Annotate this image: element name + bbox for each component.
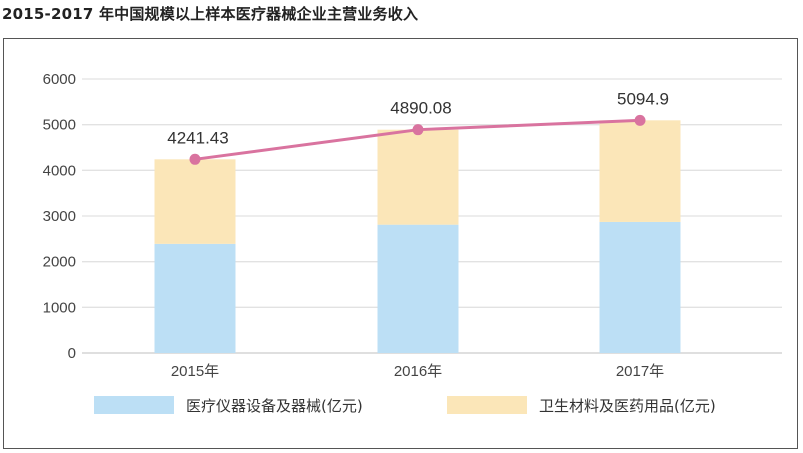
bar-instruments [154, 243, 236, 353]
data-label: 4241.43 [167, 128, 228, 147]
x-tick-label: 2016年 [394, 363, 442, 380]
chart-title: 2015-2017 年中国规模以上样本医疗器械企业主营业务收入 [2, 5, 419, 23]
total-point [634, 114, 646, 126]
chart-frame [3, 38, 798, 449]
bar-materials [154, 159, 236, 244]
x-tick-label: 2017年 [616, 363, 664, 380]
legend-label: 医疗仪器设备及器械(亿元) [186, 397, 363, 415]
data-label: 4890.08 [390, 99, 451, 118]
legend-swatch [94, 396, 174, 414]
data-label: 5094.9 [617, 89, 669, 108]
y-tick-label: 0 [68, 345, 76, 362]
total-point [189, 153, 201, 165]
bar-materials [599, 120, 681, 222]
total-point [412, 124, 424, 136]
x-tick-label: 2015年 [171, 363, 219, 380]
y-tick-label: 3000 [43, 208, 76, 225]
y-tick-label: 1000 [43, 299, 76, 316]
bar-instruments [599, 221, 681, 353]
bar-materials [377, 129, 459, 225]
legend-swatch [447, 396, 527, 414]
y-tick-label: 4000 [43, 162, 76, 179]
y-tick-label: 6000 [43, 71, 76, 88]
y-tick-label: 2000 [43, 254, 76, 271]
legend-label: 卫生材料及医药用品(亿元) [539, 397, 716, 415]
bar-instruments [377, 224, 459, 353]
y-tick-label: 5000 [43, 117, 76, 134]
